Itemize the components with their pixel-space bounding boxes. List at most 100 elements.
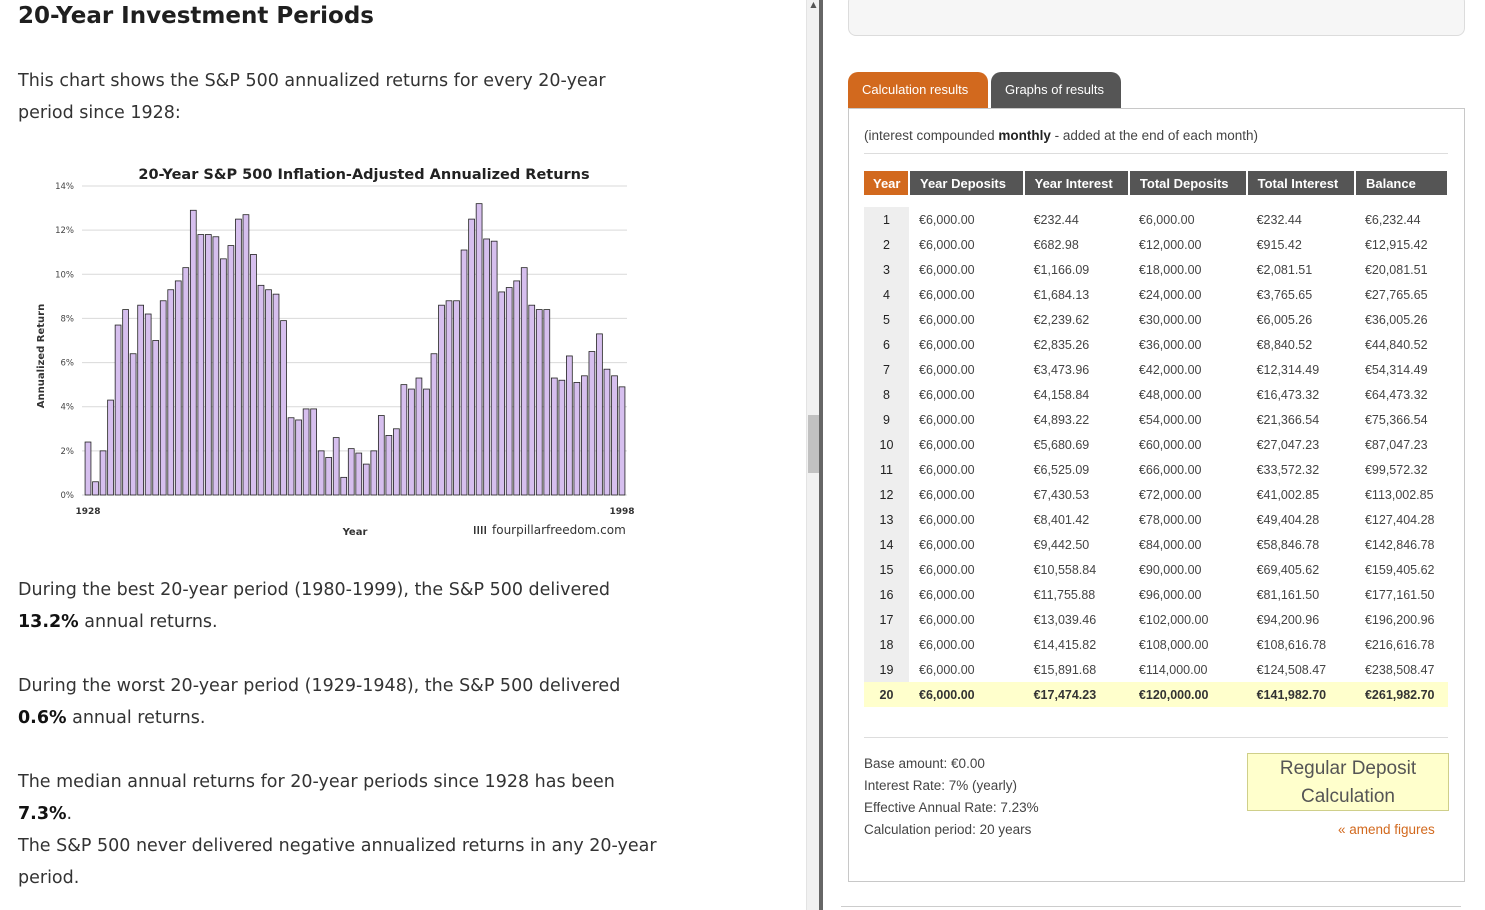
table-cell: €66,000.00 — [1138, 462, 1202, 477]
table-cell: €2,081.51 — [1256, 262, 1313, 277]
chart-bar — [250, 254, 257, 496]
y-tick-label: 14% — [55, 182, 74, 192]
tab-graphs-of-results[interactable]: Graphs of results — [991, 72, 1121, 108]
table-cell: €90,000.00 — [1138, 562, 1202, 577]
tab-calculation-results[interactable]: Calculation results — [848, 72, 988, 108]
table-cell: €120,000.00 — [1128, 682, 1247, 707]
table-cell: €15,891.68 — [1033, 662, 1097, 677]
y-axis-label: Annualized Return — [36, 304, 47, 408]
chart-bar — [362, 463, 370, 496]
median-paragraph: The median annual returns for 20-year pe… — [18, 772, 615, 824]
table-cell: €20,081.51 — [1364, 262, 1428, 277]
table-cell: €7,430.53 — [1033, 487, 1090, 502]
table-cell: €87,047.23 — [1364, 437, 1428, 452]
table-cell: €6,000.00 — [919, 562, 975, 577]
chart-bar — [528, 304, 536, 496]
calculator-pane: Calculation results Graphs of results (i… — [823, 0, 1485, 910]
chart-bar — [340, 476, 348, 496]
chart-bar — [197, 234, 205, 496]
table-cell: €142,846.78 — [1364, 537, 1435, 552]
table-cell: €94,200.96 — [1256, 612, 1320, 627]
chart-bar — [257, 284, 265, 496]
column-header: Year Interest — [1023, 171, 1130, 195]
table-cell: €96,000.00 — [1138, 587, 1202, 602]
chart-bar — [543, 309, 551, 496]
table-cell: €6,000.00 — [919, 462, 975, 477]
table-cell: €6,000.00 — [919, 362, 975, 377]
pane-divider[interactable] — [819, 0, 823, 910]
table-cell: €84,000.00 — [1138, 537, 1202, 552]
table-cell: €6,000.00 — [919, 387, 975, 402]
table-cell: 8 — [864, 382, 909, 407]
table-cell: €30,000.00 — [1138, 312, 1202, 327]
chart-bar — [603, 368, 611, 496]
y-tick-label: 2% — [61, 447, 75, 457]
worst-period-paragraph: During the worst 20-year period (1929-19… — [18, 676, 621, 728]
table-cell: €13,039.46 — [1033, 612, 1097, 627]
table-cell: 7 — [864, 357, 909, 382]
table-row: 17 €6,000.00 €13,039.46 €102,000.00 €94,200.… — [864, 607, 1448, 632]
column-header: Total Interest — [1246, 171, 1356, 195]
chart-bar — [498, 291, 506, 496]
table-cell: €141,982.70 — [1246, 682, 1355, 707]
chart-bar — [596, 333, 603, 496]
chart-bar — [355, 452, 363, 496]
table-cell: €3,473.96 — [1033, 362, 1090, 377]
chart-bar — [618, 386, 626, 496]
chart-bar — [220, 258, 227, 496]
table-header-row: Year Year Deposits Year Interest Total Depo… — [864, 171, 1450, 195]
amend-figures-link[interactable]: « amend figures — [1338, 822, 1435, 837]
interest-rate: Interest Rate: 7% (yearly) — [864, 778, 1018, 793]
table-cell: €24,000.00 — [1138, 287, 1202, 302]
chart-bar — [445, 300, 453, 496]
bars — [84, 203, 626, 496]
table-cell: €42,000.00 — [1138, 362, 1202, 377]
effective-annual-rate: Effective Annual Rate: 7.23% — [864, 800, 1039, 815]
median-value: 7.3% — [18, 804, 67, 824]
table-row: 7 €6,000.00 €3,473.96 €42,000.00 €12,314.49 €… — [864, 357, 1448, 382]
chart-bar — [129, 353, 137, 496]
y-tick-label: 6% — [61, 359, 75, 369]
table-cell: €72,000.00 — [1138, 487, 1202, 502]
table-cell: €69,405.62 — [1256, 562, 1320, 577]
table-cell: €232.44 — [1033, 212, 1079, 227]
chart-bar — [174, 280, 182, 496]
regular-deposit-calculation-button[interactable]: Regular Deposit Calculation — [1247, 753, 1449, 811]
table-row: 12 €6,000.00 €7,430.53 €72,000.00 €41,002.85… — [864, 482, 1448, 507]
chart-bar — [332, 437, 340, 496]
table-row: 4 €6,000.00 €1,684.13 €24,000.00 €3,765.65 €2… — [864, 282, 1448, 307]
table-cell: €12,000.00 — [1138, 237, 1202, 252]
table-cell: 19 — [864, 657, 909, 682]
table-cell: €238,508.47 — [1364, 662, 1435, 677]
table-cell: 1 — [864, 207, 909, 232]
chart-bar — [415, 377, 423, 496]
y-tick-label: 4% — [61, 403, 75, 413]
table-cell: €108,616.78 — [1256, 637, 1327, 652]
table-cell: €682.98 — [1033, 237, 1079, 252]
chart-bar — [99, 450, 107, 496]
table-cell: €216,616.78 — [1364, 637, 1435, 652]
table-cell: 18 — [864, 632, 909, 657]
table-cell: €14,415.82 — [1033, 637, 1097, 652]
chart-bar — [114, 324, 122, 496]
x-axis-label: Year — [342, 527, 368, 538]
base-amount: Base amount: €0.00 — [864, 756, 985, 771]
chart-bar — [325, 457, 333, 496]
table-cell: €6,000.00 — [919, 262, 975, 277]
chart-bar — [122, 309, 129, 496]
chart-bar — [438, 304, 445, 496]
table-cell: €159,405.62 — [1364, 562, 1435, 577]
chart-bar — [475, 203, 483, 496]
chart-bar — [317, 450, 325, 496]
table-cell: 3 — [864, 257, 909, 282]
chart-bar — [295, 419, 302, 496]
left-pane-scrollbar[interactable]: ▲ — [806, 0, 819, 910]
table-row: 16 €6,000.00 €11,755.88 €96,000.00 €81,161.5… — [864, 582, 1448, 607]
table-row: 3 €6,000.00 €1,166.09 €18,000.00 €2,081.51 €2… — [864, 257, 1448, 282]
chart-bar — [227, 245, 235, 496]
scroll-up-arrow-icon[interactable]: ▲ — [810, 0, 817, 9]
table-cell: €113,002.85 — [1364, 487, 1434, 502]
scroll-thumb[interactable] — [808, 415, 819, 473]
top-box — [848, 0, 1465, 36]
table-cell: €33,572.32 — [1256, 462, 1320, 477]
